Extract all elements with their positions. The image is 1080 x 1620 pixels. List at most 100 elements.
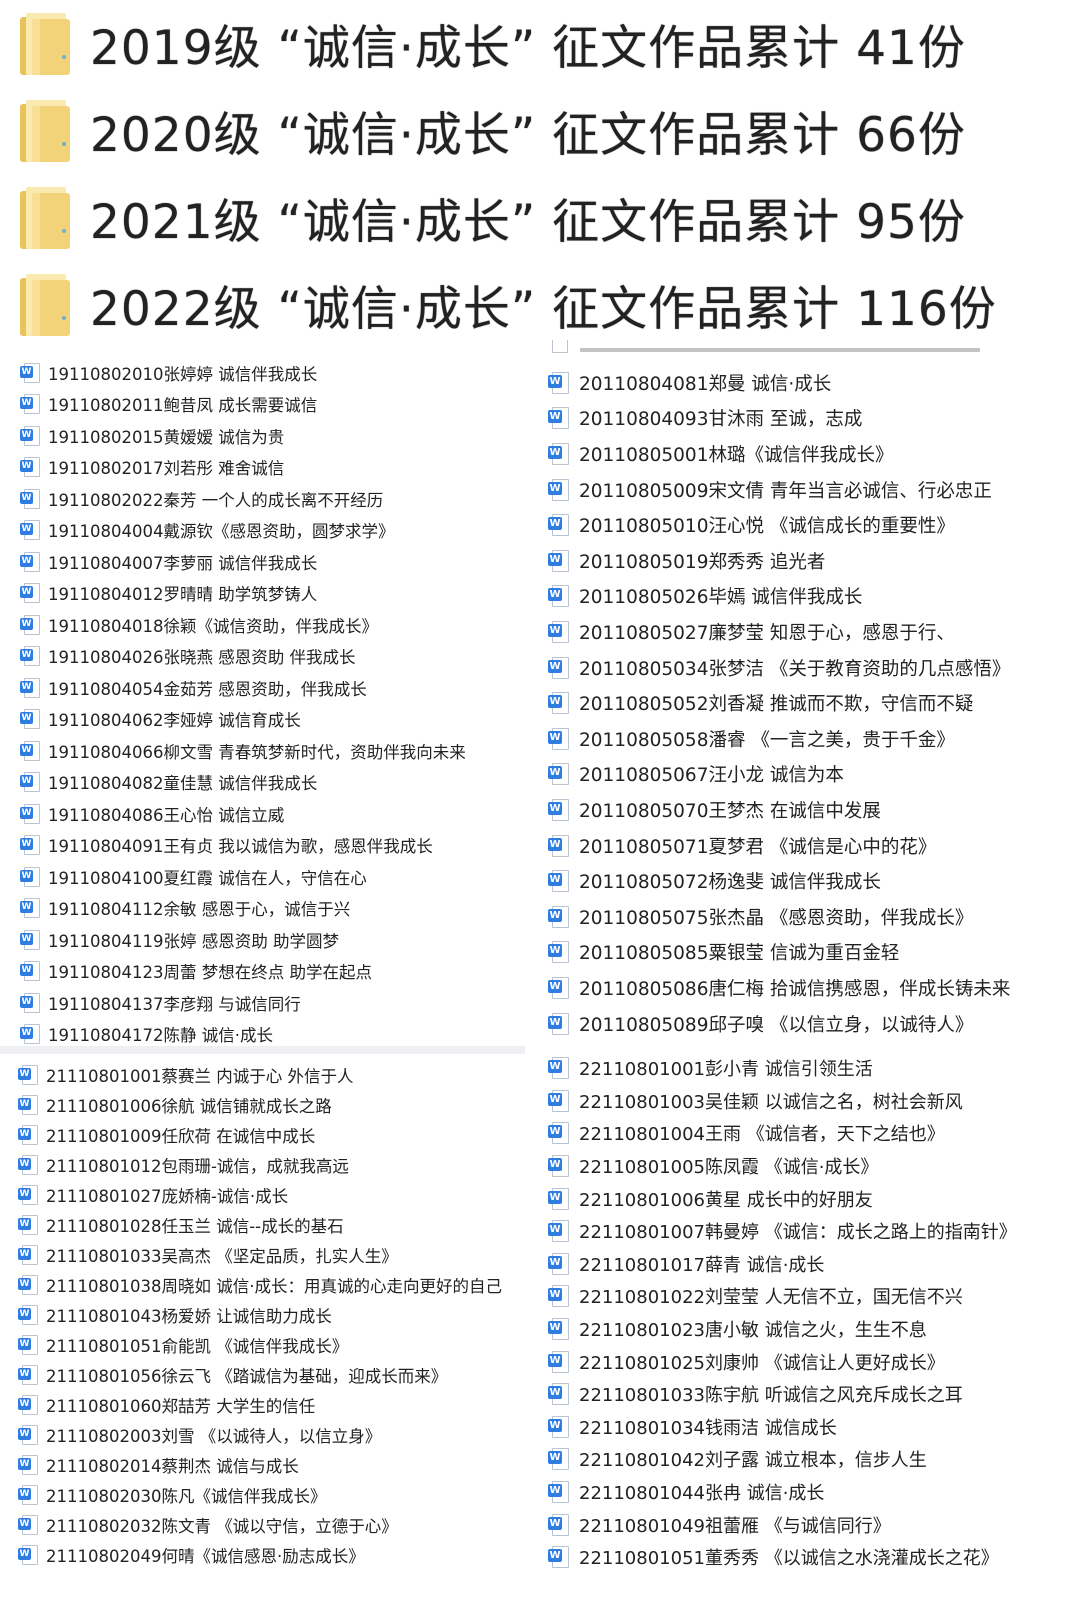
file-item[interactable]: W 20110805067汪小龙 诚信为本 — [548, 757, 844, 793]
word-document-icon: W — [548, 1057, 569, 1080]
file-item[interactable]: W 19110802015黄嫒嫒 诚信为贵 — [20, 420, 284, 452]
file-item[interactable]: W 19110804112余敏 感恩于心，诚信于兴 — [20, 893, 350, 925]
file-item[interactable]: W 20110805075张杰晶 《感恩资助，伴我成长》 — [548, 899, 973, 935]
file-name: 22110801025刘康帅 《诚信让人更好成长》 — [579, 1352, 945, 1374]
file-item[interactable]: W 20110805026毕嫣 诚信伴我成长 — [548, 579, 862, 615]
file-item[interactable]: W 20110805071夏梦君 《诚信是心中的花》 — [548, 828, 936, 864]
file-item[interactable]: W 21110801009任欣荷 在诚信中成长 — [18, 1120, 315, 1150]
file-item[interactable]: W 21110801033吴高杰 《坚定品质，扎实人生》 — [18, 1240, 398, 1270]
file-item[interactable]: W 20110804081郑曼 诚信·成长 — [548, 365, 831, 401]
file-item[interactable]: W 21110801051俞能凯 《诚信伴我成长》 — [18, 1330, 348, 1360]
file-name: 19110804112余敏 感恩于心，诚信于兴 — [48, 900, 351, 920]
file-item[interactable]: W 22110801007韩曼婷 《诚信：成长之路上的指南针》 — [548, 1215, 1017, 1248]
file-item[interactable]: W 21110801043杨爱娇 让诚信助力成长 — [18, 1300, 332, 1330]
file-item[interactable]: W 20110805009宋文倩 青年当言必诚信、行必忠正 — [548, 472, 992, 508]
file-item[interactable]: W 21110802014蔡荆杰 诚信与成长 — [18, 1450, 299, 1480]
file-name: 20110805052刘香凝 推诚而不欺，守信而不疑 — [579, 694, 974, 716]
file-item[interactable]: W 19110804004戴源钦《感恩资助，圆梦求学》 — [20, 515, 394, 547]
file-item[interactable]: W 22110801034钱雨洁 诚信成长 — [548, 1411, 837, 1444]
file-item[interactable]: W 21110802030陈凡《诚信伴我成长》 — [18, 1480, 326, 1510]
file-item[interactable]: W 19110804018徐颖《诚信资助，伴我成长》 — [20, 609, 378, 641]
file-item[interactable]: W 21110801027庞娇楠-诚信·成长 — [18, 1180, 288, 1210]
word-document-icon: W — [20, 929, 40, 950]
file-item[interactable]: W 19110802011鲍昔凤 成长需要诚信 — [20, 389, 317, 421]
file-item[interactable]: W 19110802017刘若彤 难舍诚信 — [20, 452, 284, 484]
file-item[interactable]: W 22110801004王雨 《诚信者，天下之结也》 — [548, 1117, 945, 1150]
file-item[interactable]: W 22110801051董秀秀 《以诚信之水浇灌成长之花》 — [548, 1541, 999, 1574]
file-item[interactable]: W 22110801017薛青 诚信·成长 — [548, 1248, 824, 1281]
file-item[interactable]: W 21110801060郑喆芳 大学生的信任 — [18, 1390, 315, 1420]
word-document-icon: W — [20, 583, 40, 604]
file-item[interactable]: W 20110805052刘香凝 推诚而不欺，守信而不疑 — [548, 685, 973, 721]
word-document-icon: W — [18, 1245, 38, 1265]
file-item[interactable]: W 19110804100夏红霞 诚信在人，守信在心 — [20, 861, 367, 893]
file-name: 19110804066柳文雪 青春筑梦新时代，资助伴我向未来 — [48, 742, 466, 762]
file-name: 19110804172陈静 诚信·成长 — [48, 1026, 273, 1046]
file-item[interactable]: W 21110802003刘雪 《以诚待人，以信立身》 — [18, 1420, 381, 1450]
file-item[interactable]: W 20110805070王梦杰 在诚信中发展 — [548, 792, 881, 828]
file-item[interactable]: W 19110804054金茹芳 感恩资助，伴我成长 — [20, 672, 367, 704]
word-document-icon: W — [548, 1285, 569, 1308]
file-item[interactable]: W 21110801028任玉兰 诚信--成长的基石 — [18, 1210, 344, 1240]
file-item[interactable]: W 22110801049祖蕾雁 《与诚信同行》 — [548, 1508, 891, 1541]
file-item[interactable]: W 20110805085粟银莹 信诚为重百金轻 — [548, 935, 899, 971]
file-item[interactable]: W 20110805001林璐《诚信伴我成长》 — [548, 436, 893, 472]
file-item[interactable]: W 20110805019郑秀秀 追光者 — [548, 543, 825, 579]
file-name: 19110802017刘若彤 难舍诚信 — [48, 459, 285, 479]
file-item[interactable]: W 22110801005陈凤霞 《诚信·成长》 — [548, 1150, 878, 1183]
word-document-icon: W — [18, 1185, 38, 1205]
file-item[interactable]: W 22110801023唐小敏 诚信之火，生生不息 — [548, 1313, 927, 1346]
file-item[interactable]: W 19110804026张晓燕 感恩资助 伴我成长 — [20, 641, 355, 673]
file-item[interactable]: W 20110805027廉梦莹 知恩于心，感恩于行、 — [548, 614, 955, 650]
word-document-icon: W — [548, 798, 569, 821]
file-item[interactable]: W 22110801025刘康帅 《诚信让人更好成长》 — [548, 1345, 945, 1378]
folder-item[interactable]: 2020级 “诚信·成长” 征文作品累计 66份 — [0, 87, 1080, 174]
file-item[interactable]: W 19110804172陈静 诚信·成长 — [20, 1019, 273, 1051]
file-item[interactable]: W 21110801038周晓如 诚信·成长：用真诚的心走向更好的自己 — [18, 1270, 502, 1300]
file-item[interactable]: W 19110804119张婷 感恩资助 助学圆梦 — [20, 924, 339, 956]
file-item[interactable]: W 19110804066柳文雪 青春筑梦新时代，资助伴我向未来 — [20, 735, 466, 767]
word-document-icon: W — [18, 1455, 38, 1475]
file-item[interactable]: W 19110804062李娅婷 诚信育成长 — [20, 704, 301, 736]
file-item-partial[interactable] — [548, 340, 1008, 356]
file-item[interactable]: W 19110804123周蕾 梦想在终点 助学在起点 — [20, 956, 372, 988]
file-item[interactable]: W 20110805086唐仁梅 拾诚信携感恩，伴成长铸未来 — [548, 970, 1010, 1006]
file-item[interactable]: W 20110805058潘睿 《一言之美，贵于千金》 — [548, 721, 955, 757]
file-item[interactable]: W 20110805089邱子嗅 《以信立身，以诚待人》 — [548, 1006, 973, 1042]
folder-item[interactable]: 2021级 “诚信·成长” 征文作品累计 95份 — [0, 174, 1080, 261]
file-item[interactable]: W 19110802010张婷婷 诚信伴我成长 — [20, 357, 317, 389]
file-name: 20110805070王梦杰 在诚信中发展 — [579, 800, 881, 822]
file-item[interactable]: W 19110804012罗晴晴 助学筑梦铸人 — [20, 578, 317, 610]
file-item[interactable]: W 21110802032陈文青 《诚以守信，立德于心》 — [18, 1510, 398, 1540]
file-item[interactable]: W 21110801012包雨珊-诚信，成就我高远 — [18, 1150, 349, 1180]
file-item[interactable]: W 22110801006黄星 成长中的好朋友 — [548, 1182, 873, 1215]
word-document-icon: W — [18, 1425, 38, 1445]
word-document-icon: W — [20, 457, 40, 478]
file-item[interactable]: W 19110804137李彦翔 与诚信同行 — [20, 987, 301, 1019]
file-item[interactable]: W 19110804007李萝丽 诚信伴我成长 — [20, 546, 317, 578]
file-item[interactable]: W 19110804086王心怡 诚信立威 — [20, 798, 284, 830]
file-item[interactable]: W 20110805034张梦洁 《关于教育资助的几点感悟》 — [548, 650, 1010, 686]
file-item[interactable]: W 22110801044张冉 诚信·成长 — [548, 1476, 824, 1509]
file-name: 19110802011鲍昔凤 成长需要诚信 — [48, 396, 318, 416]
file-item[interactable]: W 22110801033陈宇航 听诚信之风充斥成长之耳 — [548, 1378, 963, 1411]
folder-item[interactable]: 2022级 “诚信·成长” 征文作品累计 116份 — [0, 261, 1080, 348]
file-item[interactable]: W 20110805010汪心悦 《诚信成长的重要性》 — [548, 507, 955, 543]
file-item[interactable]: W 19110804091王有贞 我以诚信为歌，感恩伴我成长 — [20, 830, 433, 862]
file-item[interactable]: W 22110801001彭小青 诚信引领生活 — [548, 1052, 873, 1085]
file-item[interactable]: W 19110804082童佳慧 诚信伴我成长 — [20, 767, 317, 799]
file-item[interactable]: W 20110805072杨逸斐 诚信伴我成长 — [548, 863, 881, 899]
file-item[interactable]: W 21110802049何晴《诚信感恩·励志成长》 — [18, 1540, 365, 1570]
file-item[interactable]: W 19110802022秦芳 一个人的成长离不开经历 — [20, 483, 383, 515]
file-item[interactable]: W 21110801056徐云飞 《踏诚信为基础，迎成长而来》 — [18, 1360, 447, 1390]
file-item[interactable]: W 22110801003吴佳颖 以诚信之名，树社会新风 — [548, 1085, 963, 1118]
file-item[interactable]: W 21110801006徐航 诚信铺就成长之路 — [18, 1090, 332, 1120]
folder-label: 2022级 “诚信·成长” 征文作品累计 116份 — [90, 282, 997, 337]
word-document-icon: W — [548, 1012, 569, 1035]
file-item[interactable]: W 20110804093甘沐雨 至诚，志成 — [548, 401, 862, 437]
file-item[interactable]: W 22110801042刘子露 诚立根本，信步人生 — [548, 1443, 927, 1476]
file-item[interactable]: W 22110801022刘莹莹 人无信不立，国无信不兴 — [548, 1280, 963, 1313]
folder-item[interactable]: 2019级 “诚信·成长” 征文作品累计 41份 — [0, 0, 1080, 87]
file-name: 21110802003刘雪 《以诚待人，以信立身》 — [46, 1427, 382, 1446]
file-item[interactable]: W 21110801001蔡赛兰 内诚于心 外信于人 — [18, 1060, 353, 1090]
